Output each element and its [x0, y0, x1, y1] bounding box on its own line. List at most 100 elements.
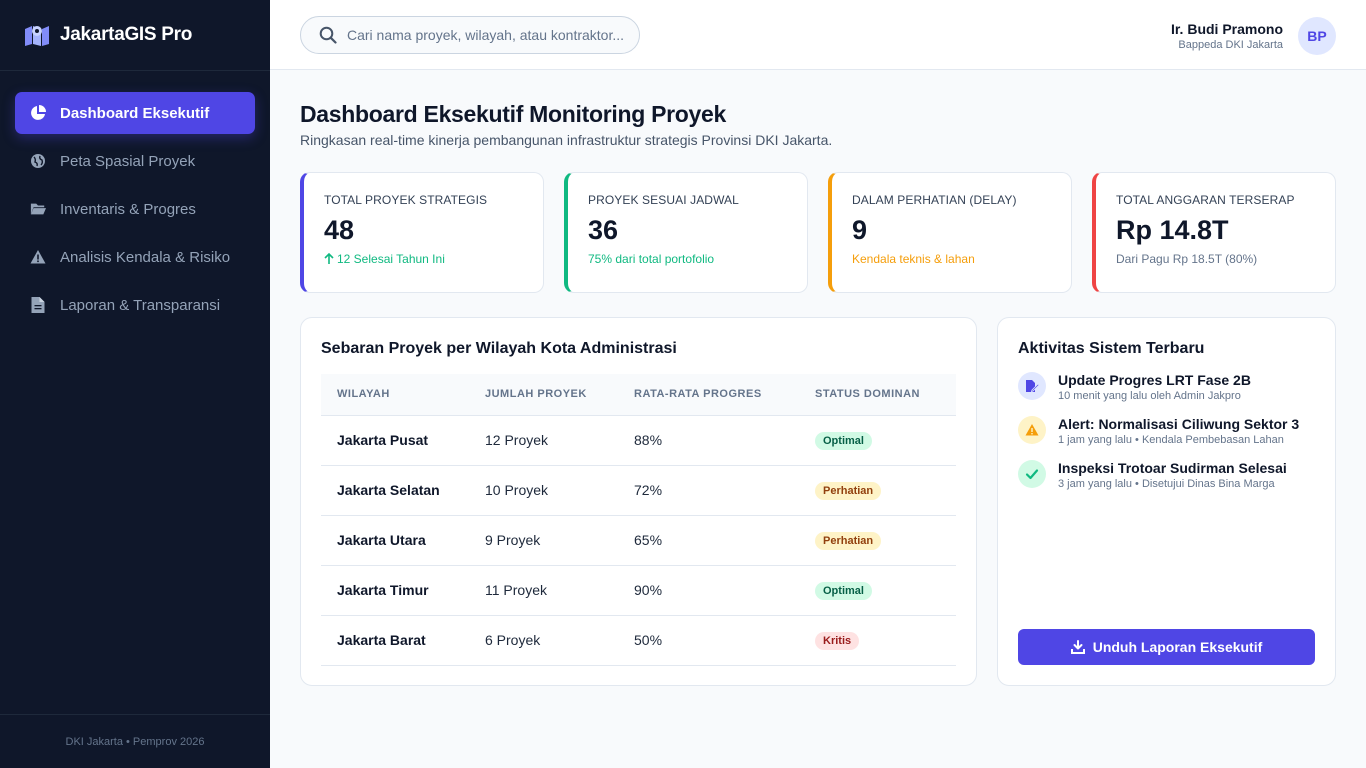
brand[interactable]: JakartaGIS Pro: [0, 0, 270, 71]
folder-icon: [30, 203, 46, 215]
kpi-card-anggaran: Total Anggaran Terserap Rp 14.8T Dari Pa…: [1092, 172, 1336, 293]
globe-icon: [31, 154, 45, 168]
status-cell: Perhatian: [799, 515, 956, 566]
activity-panel: Aktivitas Sistem Terbaru Update Progres …: [997, 317, 1336, 686]
progress-cell: 65%: [618, 515, 799, 566]
sidebar: JakartaGIS Pro Dashboard Eksekutif Peta …: [0, 0, 270, 768]
activity-meta: 1 jam yang lalu • Kendala Pembebasan Lah…: [1058, 434, 1284, 446]
count-cell: 6 Proyek: [469, 615, 618, 666]
topbar: Ir. Budi Pramono Bappeda DKI Jakarta BP: [270, 0, 1366, 70]
page-title: Dashboard Eksekutif Monitoring Proyek: [300, 101, 726, 127]
region-cell: Jakarta Pusat: [321, 415, 469, 466]
activity-content: Update Progres LRT Fase 2B 10 menit yang…: [1058, 372, 1251, 402]
arrow-up-icon: [324, 253, 334, 264]
sidebar-footer: DKI Jakarta • Pemprov 2026: [0, 714, 270, 768]
nav-item-laporan[interactable]: Laporan & Transparansi: [15, 284, 255, 326]
search-icon: [319, 26, 337, 44]
regions-table: WILAYAH JUMLAH PROYEK RATA-RATA PROGRES …: [321, 374, 956, 666]
kpi-value: 9: [852, 215, 868, 245]
file-icon: [31, 297, 45, 313]
table-row[interactable]: Jakarta Pusat 12 Proyek 88% Optimal: [321, 415, 956, 466]
activity-icon-wrap: [1018, 460, 1046, 488]
activity-meta: 3 jam yang lalu • Disetujui Dinas Bina M…: [1058, 478, 1275, 490]
count-cell: 10 Proyek: [469, 465, 618, 516]
activity-icon-wrap: [1018, 372, 1046, 400]
kpi-value: Rp 14.8T: [1116, 215, 1229, 245]
progress-cell: 90%: [618, 565, 799, 616]
nav-item-peta[interactable]: Peta Spasial Proyek: [15, 140, 255, 182]
pie-chart-icon: [31, 105, 46, 120]
table-row[interactable]: Jakarta Utara 9 Proyek 65% Perhatian: [321, 515, 956, 566]
status-badge: Optimal: [815, 581, 872, 600]
table-header-row: WILAYAH JUMLAH PROYEK RATA-RATA PROGRES …: [321, 374, 956, 416]
status-cell: Optimal: [799, 565, 956, 616]
progress-cell: 72%: [618, 465, 799, 516]
brand-name: JakartaGIS Pro: [60, 24, 193, 45]
activity-title: Update Progres LRT Fase 2B: [1058, 372, 1251, 388]
status-cell: Perhatian: [799, 465, 956, 516]
avatar[interactable]: BP: [1298, 17, 1336, 55]
regions-panel-title: Sebaran Proyek per Wilayah Kota Administ…: [321, 340, 677, 357]
count-cell: 12 Proyek: [469, 415, 618, 466]
activity-item[interactable]: Inspeksi Trotoar Sudirman Selesai 3 jam …: [1018, 460, 1315, 490]
kpi-label: Total Anggaran Terserap: [1116, 193, 1295, 207]
region-cell: Jakarta Barat: [321, 615, 469, 666]
nav-item-dashboard[interactable]: Dashboard Eksekutif: [15, 92, 255, 134]
nav-label: Peta Spasial Proyek: [60, 152, 196, 170]
column-header[interactable]: STATUS DOMINAN: [799, 374, 956, 416]
nav-item-analisis[interactable]: Analisis Kendala & Risiko: [15, 236, 255, 278]
activity-item[interactable]: Update Progres LRT Fase 2B 10 menit yang…: [1018, 372, 1315, 402]
map-icon: [25, 26, 49, 46]
table-row[interactable]: Jakarta Selatan 10 Proyek 72% Perhatian: [321, 465, 956, 516]
kpi-card-delay: Dalam Perhatian (Delay) 9 Kendala teknis…: [828, 172, 1072, 293]
column-header[interactable]: JUMLAH PROYEK: [469, 374, 618, 416]
kpi-note: Dari Pagu Rp 18.5T (80%): [1116, 252, 1258, 266]
status-cell: Optimal: [799, 415, 956, 466]
status-badge: Optimal: [815, 431, 872, 450]
progress-cell: 88%: [618, 415, 799, 466]
regions-panel: Sebaran Proyek per Wilayah Kota Administ…: [300, 317, 977, 686]
activity-title: Alert: Normalisasi Ciliwung Sektor 3: [1058, 416, 1300, 432]
kpi-label: Proyek Sesuai Jadwal: [588, 193, 739, 207]
region-cell: Jakarta Utara: [321, 515, 469, 566]
download-icon: [1070, 640, 1085, 654]
user-info: Ir. Budi Pramono Bappeda DKI Jakarta: [1171, 21, 1283, 51]
edit-icon: [1026, 380, 1039, 393]
nav-item-inventaris[interactable]: Inventaris & Progres: [15, 188, 255, 230]
search-box[interactable]: [300, 16, 640, 54]
activity-panel-title: Aktivitas Sistem Terbaru: [1018, 340, 1205, 357]
kpi-card-total-proyek: Total Proyek Strategis 48 12 Selesai Tah…: [300, 172, 544, 293]
status-badge: Perhatian: [815, 481, 882, 500]
activity-list: Update Progres LRT Fase 2B 10 menit yang…: [1018, 372, 1315, 490]
user-profile[interactable]: Ir. Budi Pramono Bappeda DKI Jakarta BP: [1171, 17, 1336, 55]
activity-content: Inspeksi Trotoar Sudirman Selesai 3 jam …: [1058, 460, 1287, 490]
activity-icon-wrap: [1018, 416, 1046, 444]
kpi-card-sesuai-jadwal: Proyek Sesuai Jadwal 36 75% dari total p…: [564, 172, 808, 293]
status-badge: Perhatian: [815, 531, 882, 550]
region-cell: Jakarta Selatan: [321, 465, 469, 516]
download-report-button[interactable]: Unduh Laporan Eksekutif: [1018, 629, 1315, 665]
activity-meta: 10 menit yang lalu oleh Admin Jakpro: [1058, 390, 1241, 402]
kpi-label: Total Proyek Strategis: [324, 193, 488, 207]
table-row[interactable]: Jakarta Barat 6 Proyek 50% Kritis: [321, 615, 956, 666]
kpi-value: 48: [324, 215, 355, 245]
column-header[interactable]: RATA-RATA PROGRES: [618, 374, 799, 416]
warning-icon: [30, 250, 46, 264]
kpi-note-text: 12 Selesai Tahun Ini: [337, 252, 445, 266]
activity-content: Alert: Normalisasi Ciliwung Sektor 3 1 j…: [1058, 416, 1299, 446]
table-row[interactable]: Jakarta Timur 11 Proyek 90% Optimal: [321, 565, 956, 616]
check-icon: [1025, 469, 1039, 480]
user-role: Bappeda DKI Jakarta: [1178, 39, 1283, 51]
kpi-note: Kendala teknis & lahan: [852, 252, 975, 266]
column-header[interactable]: WILAYAH: [321, 374, 469, 416]
activity-title: Inspeksi Trotoar Sudirman Selesai: [1058, 460, 1287, 476]
kpi-note: 75% dari total portofolio: [588, 252, 715, 266]
progress-cell: 50%: [618, 615, 799, 666]
page-subtitle: Ringkasan real-time kinerja pembangunan …: [300, 132, 833, 148]
kpi-note: 12 Selesai Tahun Ini: [324, 252, 543, 266]
activity-item[interactable]: Alert: Normalisasi Ciliwung Sektor 3 1 j…: [1018, 416, 1315, 446]
region-cell: Jakarta Timur: [321, 565, 469, 616]
kpi-label: Dalam Perhatian (Delay): [852, 193, 1017, 207]
search-input[interactable]: [347, 27, 627, 43]
kpi-value: 36: [588, 215, 619, 245]
